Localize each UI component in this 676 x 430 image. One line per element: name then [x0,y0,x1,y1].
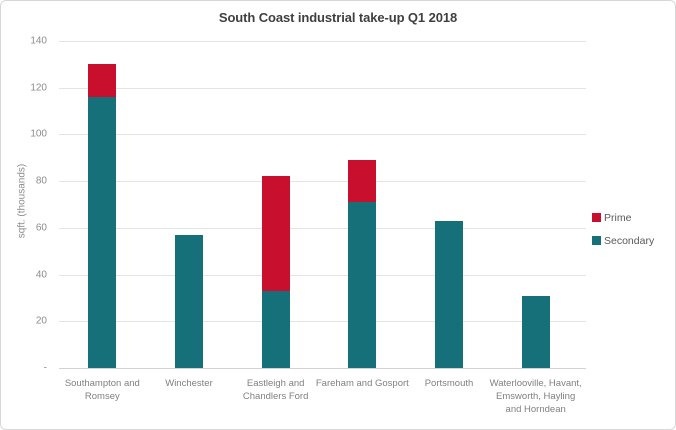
bar-segment-secondary [88,97,117,368]
category-label-waterlooville-havant-emsworth-hayling-and-horndean: Waterlooville, Havant, Emsworth, Hayling a… [466,377,606,416]
category-label-line: Waterlooville, Havant, [489,378,582,389]
gridline-100 [59,134,586,136]
category-label-line: and Horndean [505,404,566,415]
bar-portsmouth [435,41,463,368]
chart-title: South Coast industrial take-up Q1 2018 [218,10,458,25]
category-label-line: Emsworth, Hayling [496,391,576,402]
y-tick-label-80: 80 [35,175,47,187]
legend-swatch-secondary [592,236,601,245]
plot-area [59,41,586,369]
category-label-line: Portsmouth [424,378,474,389]
category-label-winchester: Winchester [119,377,259,390]
gridline-20 [59,321,586,323]
legend-item-prime: Prime [592,206,654,229]
category-label-portsmouth: Portsmouth [379,377,519,390]
y-tick-label-60: 60 [35,222,47,234]
y-tick-label-0: - [43,362,47,374]
legend-item-secondary: Secondary [592,229,654,252]
legend-label-prime: Prime [604,211,632,224]
bar-segment-secondary [435,220,463,368]
y-tick-label-120: 120 [30,82,47,94]
gridline-40 [59,274,586,276]
bar-waterlooville-havant-emsworth-hayling-and-horndean [521,41,550,368]
y-tick-label-100: 100 [30,128,47,140]
bar-segment-prime [88,64,117,98]
legend-label-secondary: Secondary [604,234,655,247]
bar-fareham-and-gosport [348,41,377,368]
category-label-eastleigh-and-chandlers-ford: Eastleigh and Chandlers Ford [206,377,346,403]
bar-segment-secondary [261,290,290,368]
category-label-line: Winchester [165,378,213,389]
y-tick-label-140: 140 [30,35,47,47]
gridline-120 [59,87,586,89]
category-label-line: Chandlers Ford [242,391,309,402]
bar-southampton-and-romsey [88,41,117,368]
bar-segment-prime [348,160,377,203]
gridline-80 [59,181,586,183]
category-label-line: Southampton and [64,378,140,389]
bar-segment-secondary [521,295,550,368]
category-label-line: Fareham and Gosport [315,378,409,389]
legend: Prime Secondary [592,206,654,252]
bar-winchester [175,41,203,368]
category-label-fareham-and-gosport: Fareham and Gosport [292,377,432,390]
bar-segment-secondary [175,234,203,368]
category-label-line: Romsey [84,391,120,402]
y-axis-tick-labels: - 20 40 60 80 100 120 140 [1,36,53,374]
bar-eastleigh-and-chandlers-ford [261,41,290,368]
legend-swatch-prime [592,213,601,222]
bar-segment-secondary [348,202,377,368]
y-tick-label-20: 20 [35,315,47,327]
gridline-0 [59,368,586,369]
y-tick-label-40: 40 [35,269,47,281]
category-label-southampton-and-romsey: Southampton and Romsey [32,377,172,403]
gridline-60 [59,227,586,229]
gridline-140 [59,41,586,42]
bar-segment-prime [261,176,290,291]
category-label-line: Eastleigh and [246,378,305,389]
